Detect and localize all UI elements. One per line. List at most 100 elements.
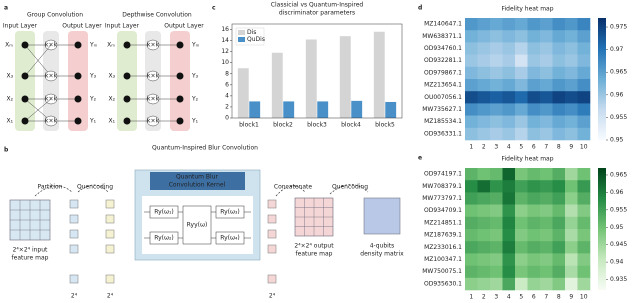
heat-cell: [502, 241, 516, 254]
row-label: MZ233016.1: [424, 244, 462, 251]
heat-cell: [565, 265, 578, 279]
heat-cell: [527, 265, 541, 279]
output-band: [170, 31, 190, 131]
column-label: 2: [482, 144, 486, 151]
encoded-patch: [105, 229, 115, 239]
arrow: [275, 185, 306, 197]
colorbar-label: 0.935: [610, 276, 627, 283]
panel-letter: d: [418, 5, 422, 12]
heat-cell: [502, 216, 516, 230]
heat-cell: [527, 168, 541, 181]
heat-cell: [577, 241, 591, 254]
heat-cell: [565, 241, 578, 254]
heat-cell: [490, 204, 503, 218]
column-label: 4: [507, 144, 511, 151]
heat-cell: [477, 180, 491, 193]
kernel-label: k×k: [147, 73, 160, 80]
heat-cell: [577, 192, 591, 205]
heat-cell: [565, 192, 578, 205]
heat-cell: [477, 241, 491, 254]
heat-cell: [477, 168, 491, 181]
heat-cell: [477, 30, 491, 43]
heat-cell: [577, 265, 591, 279]
output-label: Y₂: [89, 96, 97, 103]
bar: [271, 52, 283, 118]
heat-cell: [465, 42, 478, 55]
heat-cell: [577, 66, 591, 80]
heat-cell: [465, 229, 478, 242]
bar: [237, 68, 249, 118]
input-node: [123, 72, 131, 80]
output-node: [176, 95, 184, 103]
legend-label: Dis: [247, 29, 256, 36]
heat-cell: [527, 79, 541, 92]
heat-cell: [552, 91, 566, 104]
map-label: density matrix: [360, 251, 404, 258]
heat-cell: [565, 79, 578, 92]
layer-label: Output Layer: [62, 23, 102, 30]
heat-cell: [540, 42, 553, 55]
heat-cell: [490, 127, 503, 141]
row-label: MW708379.1: [422, 183, 462, 190]
arrow: [77, 184, 109, 193]
heat-cell: [502, 277, 516, 291]
gate: [149, 231, 179, 245]
heat-cell: [540, 204, 553, 218]
heat-cell: [540, 103, 553, 116]
output-node: [74, 41, 82, 49]
heat-cell: [540, 66, 553, 80]
heat-cell: [527, 18, 541, 31]
output-label: Y₂: [191, 96, 199, 103]
heat-cell: [465, 265, 478, 279]
heat-cell: [515, 216, 528, 230]
heat-cell: [565, 229, 578, 242]
input-label: X₂: [6, 96, 13, 103]
gate-label: Ry(ω₃): [220, 209, 240, 216]
heat-cell: [502, 30, 516, 43]
column-label: 10: [580, 144, 588, 151]
gate: [215, 205, 245, 219]
row-label: MW735627.1: [422, 106, 462, 113]
heat-cell: [502, 127, 516, 141]
legend-swatch: [238, 37, 245, 42]
input-label: X₃: [108, 73, 115, 80]
heat-cell: [515, 91, 528, 104]
heat-cell: [502, 180, 516, 193]
heat-cell: [565, 216, 578, 230]
heat-cell: [577, 216, 591, 230]
kernel-label: k×k: [45, 73, 58, 80]
heat-cell: [527, 127, 541, 141]
heat-cell: [552, 180, 566, 193]
heat-cell: [540, 30, 553, 43]
heat-cell: [577, 168, 591, 181]
encoded-patch: [105, 244, 115, 254]
heat-cell: [465, 180, 478, 193]
heat-cell: [465, 54, 478, 68]
row-label: OD934709.1: [424, 207, 462, 214]
input-node: [123, 41, 131, 49]
heat-cell: [477, 127, 491, 141]
patch: [69, 199, 79, 209]
edge: [24, 98, 52, 122]
heat-cell: [515, 66, 528, 80]
output-label: Y₃: [191, 73, 199, 80]
heat-cell: [540, 79, 553, 92]
heat-cell: [465, 115, 478, 129]
panel-letter: c: [212, 5, 216, 12]
colorbar-label: 0.955: [610, 114, 627, 121]
gate-label: Ry(ω₁): [154, 209, 174, 216]
colorbar: [598, 18, 606, 140]
heat-cell: [490, 91, 503, 104]
colorbar-label: 0.95: [610, 137, 624, 144]
heat-cell: [540, 168, 553, 181]
output-label: Y₁: [89, 118, 97, 125]
heat-cell: [477, 91, 491, 104]
kernel-node: [146, 115, 160, 127]
heat-cell: [515, 168, 528, 181]
x-tick-label: block1: [239, 122, 259, 129]
heat-cell: [540, 54, 553, 68]
heat-cell: [502, 192, 516, 205]
colorbar-label: 0.945: [610, 241, 627, 248]
step-label: Concatenate: [274, 184, 313, 191]
input-node: [21, 117, 29, 125]
